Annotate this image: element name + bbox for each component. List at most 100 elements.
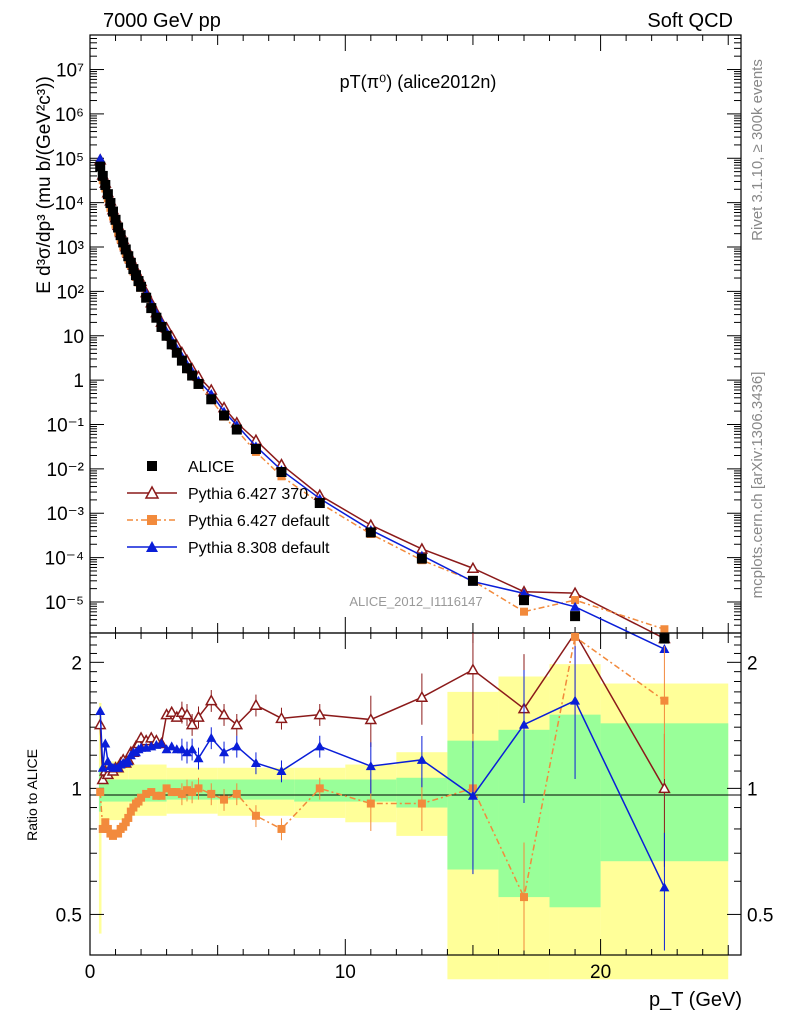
y-tick-label: 10⁻²: [47, 460, 85, 481]
alice-data-point: [467, 575, 478, 586]
analysis-label: ALICE_2012_I1116147: [349, 594, 482, 609]
series-marker: [570, 601, 581, 611]
ratio-marker: [100, 738, 111, 748]
ratio-marker: [142, 789, 151, 798]
alice-data-point: [107, 206, 118, 217]
alice-data-point: [659, 633, 670, 644]
x-tick-label: 10: [335, 962, 356, 983]
alice-data-point: [146, 303, 157, 314]
y-tick-label: 1: [73, 371, 84, 392]
ratio-marker: [658, 781, 671, 794]
ratio-marker: [182, 747, 193, 757]
ratio-marker: [366, 799, 375, 808]
ratio-marker: [416, 754, 427, 764]
ratio-marker: [137, 793, 146, 802]
ratio-marker: [230, 718, 244, 730]
alice-data-point: [125, 257, 136, 268]
series-line-2: [99, 166, 665, 630]
alice-data-point: [171, 347, 182, 358]
legend: ALICE Pythia 6.427 370 Pythia 6.427 defaul…: [127, 459, 330, 557]
y-tick-label: 10⁻¹: [47, 415, 85, 436]
ratio-marker: [207, 789, 216, 798]
ratio-marker: [204, 694, 218, 706]
ratio-marker: [313, 708, 327, 720]
ratio-marker: [96, 788, 105, 797]
y-tick-label: 10²: [57, 282, 84, 303]
y-tick-label: 10⁶: [55, 105, 84, 126]
ratio-tick-label: 0.5: [747, 905, 773, 926]
alice-data-point: [97, 170, 108, 181]
ratio-marker: [251, 811, 260, 820]
alice-data-point: [151, 312, 162, 323]
legend-label: Pythia 6.427 370: [188, 486, 308, 503]
series-marker: [520, 607, 528, 616]
alice-data-point: [365, 527, 376, 538]
y-tick-label: 10⁴: [55, 194, 84, 215]
ratio-tick-label: 0.5: [56, 905, 82, 926]
ratio-tick-label: 2: [747, 653, 758, 674]
ratio-marker: [519, 719, 529, 729]
ratio-marker: [276, 766, 287, 776]
ratio-marker: [121, 818, 130, 827]
alice-data-point: [519, 595, 529, 606]
x-tick-label: 0: [85, 962, 96, 983]
ratio-marker: [192, 710, 205, 722]
ratio-marker: [161, 744, 172, 754]
ratio-marker: [570, 695, 581, 705]
ratio-marker: [183, 786, 192, 795]
ratio-y-axis-title: Ratio to ALICE: [24, 749, 40, 841]
alice-data-point: [118, 237, 129, 248]
ratio-marker: [147, 788, 156, 797]
legend-label: Pythia 8.308 default: [188, 540, 330, 557]
header-left: 7000 GeV pp: [103, 10, 221, 32]
alice-data-point: [570, 611, 581, 622]
ratio-marker: [275, 711, 288, 724]
alice-data-point: [128, 264, 139, 275]
alice-data-point: [133, 276, 144, 287]
alice-data-point: [161, 330, 172, 341]
main-axes: 10⁻⁵ 10⁻⁴ 10⁻³ 10⁻² 10⁻¹ 1 10 10² 10³ 10⁴ 10⁵ 10⁶ 10…: [45, 34, 741, 649]
alice-data-point: [182, 363, 193, 374]
alice-data-point: [250, 444, 261, 455]
ratio-marker: [194, 784, 203, 793]
ratio-marker: [220, 795, 229, 804]
mcplots-label: mcplots.cern.ch [arXiv:1306.3436]: [749, 372, 766, 599]
ratio-panel: 0 10 20 0.5 0.5 1 1 2 2: [56, 631, 773, 983]
series-marker: [660, 625, 669, 634]
y-axis-title: E d³σ/dp³ (mu b/(GeV²c³)): [34, 76, 55, 294]
ratio-marker: [97, 762, 108, 772]
x-axis-title: p_T (GeV): [649, 989, 742, 1011]
series-marker: [95, 153, 106, 163]
ratio-marker: [232, 789, 241, 798]
series-line-1: [99, 159, 665, 640]
y-tick-label: 10⁷: [56, 61, 84, 82]
series-marker: [466, 561, 480, 573]
ratio-marker: [660, 696, 669, 705]
alice-data-point: [110, 214, 121, 225]
ratio-marker: [180, 708, 194, 720]
ratio-marker: [176, 744, 187, 754]
ratio-marker: [103, 824, 112, 833]
ratio-marker: [315, 784, 324, 793]
alice-data-point: [219, 410, 230, 421]
legend-marker: [146, 541, 158, 552]
ratio-marker: [520, 893, 528, 902]
ratio-marker: [415, 690, 429, 703]
alice-data-point: [187, 370, 198, 381]
ratio-marker: [193, 753, 204, 763]
ratio-marker: [101, 818, 110, 827]
legend-marker: [144, 485, 160, 499]
y-tick-label: 10: [63, 327, 84, 348]
ratio-marker: [467, 790, 478, 800]
ratio-marker: [417, 799, 426, 808]
ratio-marker: [277, 824, 286, 833]
main-data-marks: [93, 153, 671, 654]
alice-data-point: [95, 161, 106, 172]
ratio-data-marks: [93, 631, 671, 951]
ratio-marker: [152, 791, 161, 800]
ratio-marker: [124, 813, 133, 822]
ratio-marker: [166, 741, 177, 751]
header-right: Soft QCD: [647, 10, 733, 32]
ratio-marker: [95, 706, 106, 716]
